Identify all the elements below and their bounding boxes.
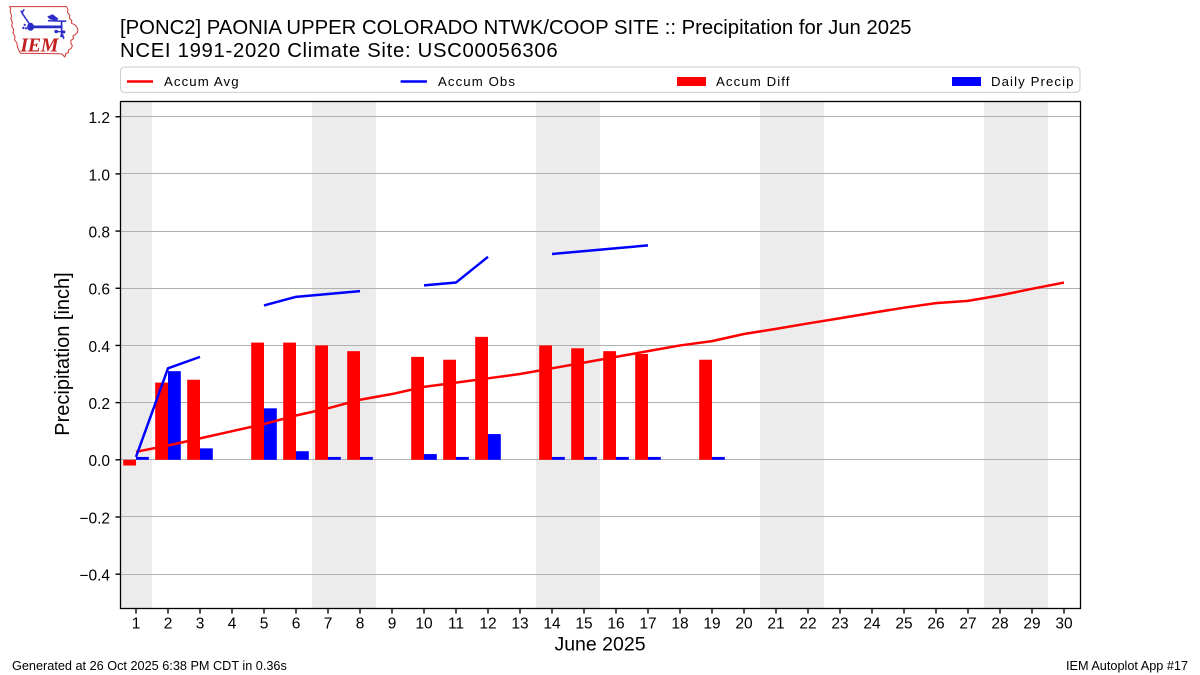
svg-text:Accum Avg: Accum Avg — [164, 74, 240, 89]
svg-text:Accum Diff: Accum Diff — [716, 74, 791, 89]
svg-text:30: 30 — [1055, 616, 1073, 633]
svg-text:26: 26 — [927, 616, 944, 633]
svg-text:20: 20 — [735, 616, 753, 633]
svg-text:3: 3 — [196, 616, 205, 633]
svg-text:June 2025: June 2025 — [554, 634, 645, 656]
svg-text:22: 22 — [799, 616, 816, 633]
svg-text:18: 18 — [671, 616, 688, 633]
svg-text:IEM Autoplot App #17: IEM Autoplot App #17 — [1066, 659, 1188, 673]
svg-text:NCEI 1991-2020 Climate Site: U: NCEI 1991-2020 Climate Site: USC00056306 — [120, 40, 558, 62]
svg-text:1: 1 — [132, 616, 141, 633]
svg-text:19: 19 — [703, 616, 720, 633]
svg-text:11: 11 — [448, 616, 464, 633]
svg-text:[PONC2] PAONIA UPPER COLORADO: [PONC2] PAONIA UPPER COLORADO NTWK/COOP … — [120, 17, 912, 39]
svg-text:8: 8 — [356, 616, 365, 633]
svg-text:4: 4 — [228, 616, 237, 633]
svg-text:1.0: 1.0 — [88, 167, 110, 184]
svg-text:14: 14 — [543, 616, 561, 633]
svg-text:0.2: 0.2 — [88, 396, 110, 413]
svg-text:0.4: 0.4 — [88, 339, 110, 356]
svg-text:−0.4: −0.4 — [79, 568, 110, 585]
svg-text:10: 10 — [415, 616, 433, 633]
svg-text:5: 5 — [260, 616, 269, 633]
svg-text:13: 13 — [511, 616, 528, 633]
svg-text:12: 12 — [479, 616, 496, 633]
svg-text:17: 17 — [639, 616, 656, 633]
svg-text:Daily Precip: Daily Precip — [991, 74, 1075, 89]
svg-text:1.2: 1.2 — [88, 110, 110, 127]
svg-text:15: 15 — [575, 616, 592, 633]
svg-text:29: 29 — [1023, 616, 1040, 633]
svg-text:Accum Obs: Accum Obs — [438, 74, 516, 89]
svg-text:25: 25 — [895, 616, 912, 633]
svg-text:Precipitation [inch]: Precipitation [inch] — [52, 272, 74, 435]
svg-text:0.6: 0.6 — [88, 282, 110, 299]
svg-text:2: 2 — [164, 616, 173, 633]
svg-text:IEM: IEM — [19, 34, 59, 56]
svg-text:27: 27 — [959, 616, 976, 633]
svg-text:7: 7 — [324, 616, 333, 633]
svg-text:23: 23 — [831, 616, 848, 633]
svg-text:28: 28 — [991, 616, 1008, 633]
svg-text:21: 21 — [767, 616, 784, 633]
svg-text:9: 9 — [388, 616, 397, 633]
svg-text:16: 16 — [607, 616, 624, 633]
svg-text:−0.2: −0.2 — [79, 510, 110, 527]
svg-text:24: 24 — [863, 616, 881, 633]
svg-text:6: 6 — [292, 616, 301, 633]
svg-text:0.0: 0.0 — [88, 453, 110, 470]
svg-text:Generated at 26 Oct 2025 6:38: Generated at 26 Oct 2025 6:38 PM CDT in … — [12, 659, 287, 673]
svg-text:0.8: 0.8 — [88, 224, 110, 241]
